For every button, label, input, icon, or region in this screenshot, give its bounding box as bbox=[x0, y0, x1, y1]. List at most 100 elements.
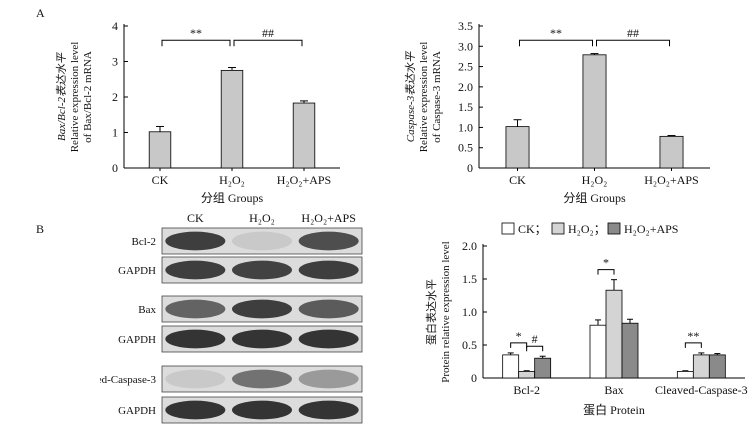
y-tick-label: 3.5 bbox=[458, 19, 473, 33]
significance-bracket bbox=[596, 39, 670, 47]
bar bbox=[518, 370, 536, 379]
y-axis-title-line: Relative expression level bbox=[418, 42, 430, 153]
y-axis-title-line: of Bax/Bcl-2 mRNA bbox=[82, 51, 94, 143]
x-tick-label: H₂O₂ bbox=[582, 173, 608, 187]
x-axis-title: 分组 Groups bbox=[201, 191, 264, 205]
significance-bracket bbox=[526, 345, 544, 352]
protein-chart: 0 0.5 1.0 1.5 2.0 Bcl-2 Bax Cleaved-Caspase-3 * #… bbox=[424, 222, 748, 417]
legend-label: CK； bbox=[518, 222, 547, 236]
blot-row-label: Bax bbox=[138, 304, 156, 316]
x-axis-title: 分组 Groups bbox=[563, 191, 626, 205]
blot-band bbox=[232, 260, 292, 280]
significance-label: ## bbox=[627, 26, 639, 40]
x-axis-title: 蛋白 Protein bbox=[583, 402, 645, 417]
blot-band bbox=[165, 329, 226, 349]
y-tick-label: 1.5 bbox=[458, 100, 473, 114]
blot-row-label: GAPDH bbox=[118, 334, 156, 346]
blot-band bbox=[232, 231, 292, 251]
blot-band bbox=[165, 231, 226, 251]
blot-row-label: GAPDH bbox=[118, 265, 156, 277]
bar bbox=[708, 354, 726, 379]
y-axis-title-line: Bax/Bcl-2表达水平 bbox=[55, 52, 68, 141]
significance-label: ** bbox=[190, 26, 202, 40]
bar bbox=[582, 54, 607, 169]
panel-label-a: A bbox=[36, 6, 45, 20]
significance-label: ** bbox=[687, 329, 699, 343]
y-tick-label: 1.0 bbox=[462, 305, 477, 319]
legend-swatch bbox=[551, 222, 565, 235]
blot-band bbox=[232, 329, 292, 349]
blot-row-label: Cleaved-Caspase-3 bbox=[100, 374, 156, 386]
y-tick-label: 2.0 bbox=[462, 239, 477, 253]
legend-label: H₂O₂； bbox=[568, 222, 606, 236]
y-tick-label: 0 bbox=[112, 161, 118, 175]
bar bbox=[659, 135, 684, 169]
x-tick-label: CK bbox=[509, 173, 526, 187]
bar bbox=[589, 324, 607, 379]
significance-bracket bbox=[684, 342, 702, 348]
blot-band bbox=[298, 329, 359, 349]
significance-label: * bbox=[603, 256, 609, 270]
bar bbox=[692, 354, 710, 379]
blot-band bbox=[298, 231, 359, 251]
x-tick-label: Cleaved-Caspase-3 bbox=[655, 383, 748, 397]
legend-swatch bbox=[607, 222, 621, 235]
blot-band bbox=[232, 369, 292, 389]
bar bbox=[621, 322, 639, 379]
bar bbox=[605, 289, 623, 379]
y-tick-label: 0 bbox=[467, 161, 473, 175]
bar bbox=[502, 354, 520, 379]
bar bbox=[505, 126, 530, 169]
blot-band bbox=[165, 299, 226, 319]
y-tick-label: 2 bbox=[112, 90, 118, 104]
caspase3-chart: 0 0.5 1.0 1.5 2.0 2.5 3.0 3.5 CK H₂O₂ H₂O₂+APS ** ##… bbox=[404, 19, 710, 205]
y-tick-label: 0.5 bbox=[462, 338, 477, 352]
bar bbox=[292, 102, 316, 169]
blot-row-label: Bcl-2 bbox=[132, 236, 156, 248]
y-tick-label: 3 bbox=[112, 55, 118, 69]
significance-label: * bbox=[516, 329, 522, 343]
significance-bracket bbox=[597, 269, 615, 275]
y-tick-label: 0.5 bbox=[458, 141, 473, 155]
blot-band bbox=[298, 400, 359, 420]
legend-swatch bbox=[501, 222, 515, 235]
lane-label: CK bbox=[187, 211, 204, 225]
blot-band bbox=[298, 299, 359, 319]
y-tick-label: 2.5 bbox=[458, 60, 473, 74]
blot-band bbox=[165, 369, 226, 389]
blot-band bbox=[232, 299, 292, 319]
significance-label: ## bbox=[262, 26, 274, 40]
x-tick-label: H₂O₂ bbox=[219, 173, 245, 187]
y-axis-title-line: Protein relative expression level bbox=[440, 241, 452, 382]
blot-row-label: GAPDH bbox=[118, 405, 156, 417]
bar bbox=[676, 370, 694, 379]
panel-label-b: B bbox=[36, 222, 45, 236]
y-axis-title-line: of Caspase-3 mRNA bbox=[431, 51, 443, 143]
y-axis-title-line: Caspase-3表达水平 bbox=[404, 51, 417, 142]
y-axis-title: Caspase-3表达水平 Relative expression level of… bbox=[404, 42, 443, 153]
lane-label: H₂O₂+APS bbox=[301, 211, 355, 225]
y-tick-label: 0 bbox=[471, 371, 477, 385]
y-tick-label: 3.0 bbox=[458, 39, 473, 53]
y-axis-title-line: Relative expression level bbox=[69, 42, 81, 153]
significance-bracket bbox=[233, 39, 303, 47]
y-tick-label: 1 bbox=[112, 126, 118, 140]
blot-band bbox=[165, 260, 226, 280]
significance-label: # bbox=[532, 332, 538, 346]
x-tick-label: H₂O₂+APS bbox=[277, 173, 331, 187]
blot-band bbox=[298, 260, 359, 280]
significance-bracket bbox=[161, 39, 231, 47]
blot-band bbox=[232, 400, 292, 420]
x-tick-label: CK bbox=[152, 173, 169, 187]
y-axis-title-line: 蛋白表达水平 bbox=[424, 279, 438, 345]
y-tick-label: 4 bbox=[112, 19, 118, 33]
y-tick-label: 2.0 bbox=[458, 80, 473, 94]
blot-band bbox=[165, 400, 226, 420]
significance-bracket bbox=[510, 342, 528, 348]
y-axis-title: Bax/Bcl-2表达水平 Relative expression level of… bbox=[55, 42, 94, 153]
significance-label: ** bbox=[550, 26, 562, 40]
x-tick-label: Bcl-2 bbox=[513, 383, 540, 397]
bax-bcl2-chart: 0 1 2 3 4 CK H₂O₂ H₂O₂+APS ** ## 分组 Groups Bax/Bcl-… bbox=[55, 19, 340, 205]
significance-bracket bbox=[519, 39, 593, 47]
x-tick-label: H₂O₂+APS bbox=[644, 173, 698, 187]
